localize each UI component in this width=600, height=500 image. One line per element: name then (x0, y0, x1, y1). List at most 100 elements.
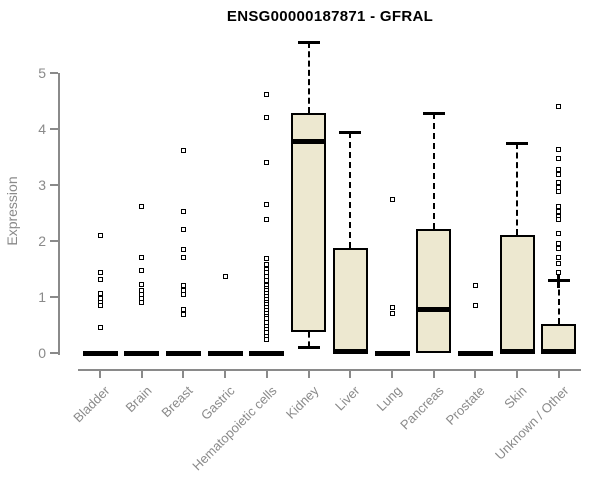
outlier-point (139, 300, 145, 306)
whisker-cap-upper (297, 41, 320, 45)
y-axis-tick (50, 352, 58, 354)
whisker-cap-upper (339, 130, 362, 134)
y-axis-line (58, 73, 60, 355)
outlier-point (264, 277, 270, 283)
whisker-cap-lower (297, 346, 320, 350)
y-tick-label: 3 (38, 177, 46, 193)
outlier-point (556, 270, 562, 276)
y-axis-label: Expression (4, 176, 20, 246)
x-axis-tick (99, 369, 101, 378)
outlier-point (389, 196, 395, 202)
box-liver (332, 248, 368, 353)
outlier-point (556, 179, 562, 185)
outlier-point (556, 204, 562, 210)
outlier-point (180, 209, 186, 215)
box-flat-brain (124, 350, 160, 356)
outlier-point (97, 324, 103, 330)
outlier-point (180, 226, 186, 232)
x-axis-tick (224, 369, 227, 378)
outlier-point (556, 260, 562, 266)
outlier-point (264, 216, 270, 222)
outlier-point (139, 267, 145, 273)
y-axis-tick (50, 296, 58, 298)
box-flat-breast (165, 350, 201, 356)
x-axis-line (78, 369, 581, 371)
chart-title: ENSG00000187871 - GFRAL (226, 8, 434, 25)
x-axis-tick (516, 369, 519, 378)
box-flat-lung (374, 350, 410, 356)
outlier-point (97, 276, 103, 282)
outlier-point (389, 304, 395, 310)
outlier-point (556, 254, 562, 260)
x-axis-tick (557, 369, 560, 378)
outlier-point (264, 256, 270, 262)
whisker-upper (307, 42, 310, 114)
y-tick-label: 1 (38, 289, 46, 305)
outlier-point (556, 155, 562, 161)
outlier-point (556, 217, 562, 223)
y-tick-label: 4 (38, 121, 46, 137)
y-axis-tick (50, 184, 58, 186)
outlier-point (556, 147, 562, 153)
y-axis-tick (50, 72, 58, 74)
x-axis-tick (307, 369, 310, 378)
whisker-cap-upper (422, 111, 445, 115)
outlier-point (556, 245, 562, 251)
whisker-lower (307, 332, 310, 348)
whisker-upper (557, 280, 560, 324)
box-flat-bladder (82, 350, 118, 356)
x-axis-tick (182, 369, 185, 378)
y-tick-label: 5 (38, 65, 46, 81)
outlier-point (97, 303, 103, 309)
x-axis-tick (391, 369, 394, 378)
box-median (541, 349, 577, 355)
whisker-cap-cross (557, 272, 561, 289)
whisker-cap-upper (506, 142, 529, 145)
y-axis-tick (50, 240, 58, 242)
outlier-point (97, 270, 103, 276)
whisker-upper (349, 131, 352, 249)
outlier-point (472, 283, 478, 289)
x-axis-tick (432, 369, 435, 378)
outlier-point (389, 310, 395, 316)
outlier-point (222, 274, 228, 280)
outlier-point (180, 255, 186, 261)
outlier-point (97, 290, 103, 296)
box-skin (499, 234, 535, 353)
box-median (499, 349, 535, 355)
outlier-point (180, 292, 186, 298)
outlier-point (556, 103, 562, 109)
whisker-upper (516, 143, 519, 235)
x-axis-tick (474, 369, 477, 378)
outlier-point (264, 92, 270, 98)
outlier-point (180, 148, 186, 154)
outlier-point (180, 312, 186, 318)
x-axis-tick (265, 369, 268, 378)
outlier-point (180, 307, 186, 313)
outlier-point (556, 230, 562, 236)
box-pancreas (416, 229, 452, 353)
outlier-point (472, 303, 478, 309)
outlier-point (97, 232, 103, 238)
outlier-point (139, 254, 145, 260)
outlier-point (264, 159, 270, 165)
box-median (416, 306, 452, 312)
outlier-point (180, 247, 186, 253)
outlier-point (556, 189, 562, 195)
outlier-point (264, 337, 270, 343)
outlier-point (139, 281, 145, 287)
y-axis-tick (50, 128, 58, 130)
outlier-point (556, 167, 562, 173)
box-median (291, 138, 327, 144)
x-axis-tick (349, 369, 352, 378)
box-flat-gastric (207, 350, 243, 356)
x-axis-tick (140, 369, 143, 378)
outlier-point (264, 114, 270, 120)
whisker-upper (432, 112, 435, 230)
y-tick-label: 2 (38, 233, 46, 249)
y-tick-label: 0 (38, 345, 46, 361)
box-kidney (291, 113, 327, 333)
outlier-point (556, 240, 562, 246)
box-flat-hematopoietic-cells (249, 350, 285, 356)
